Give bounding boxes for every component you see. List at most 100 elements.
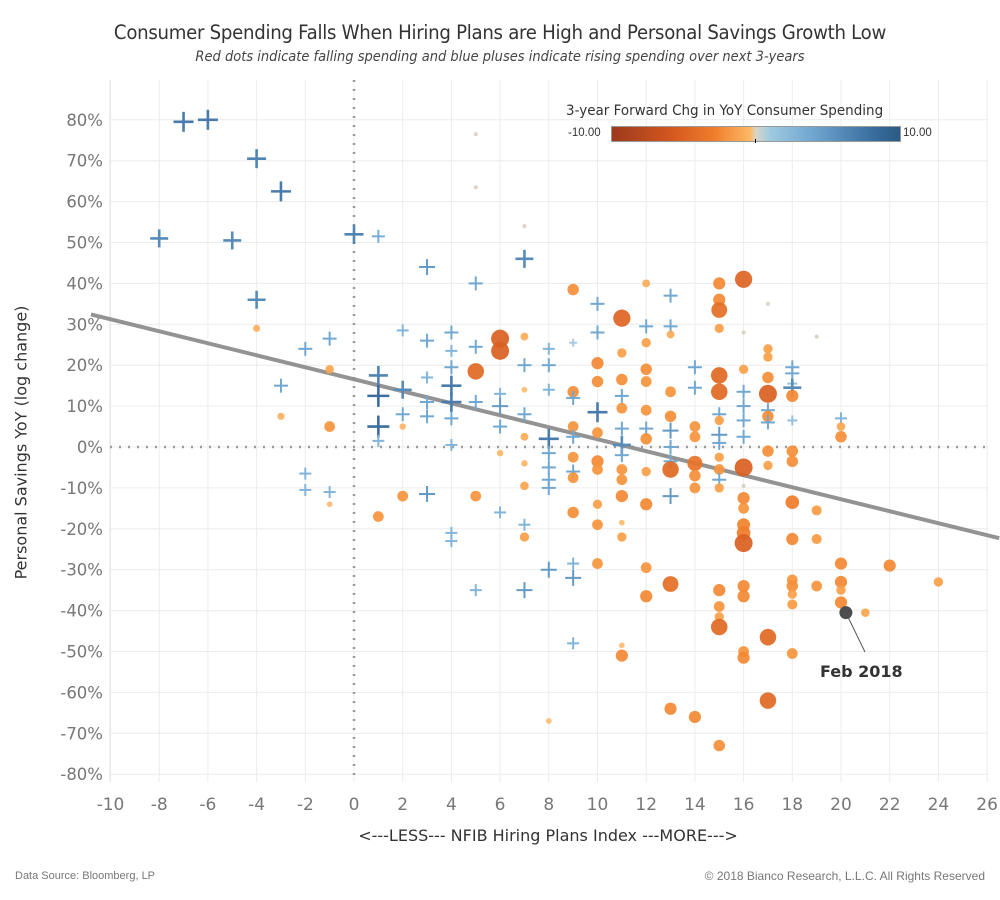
data-point-plus bbox=[516, 582, 533, 599]
data-point-plus bbox=[419, 259, 436, 276]
data-point-dot bbox=[545, 718, 552, 724]
data-point-dot bbox=[325, 364, 334, 374]
data-point-dot bbox=[738, 364, 749, 374]
data-point-dot bbox=[787, 589, 797, 599]
data-point-plus bbox=[736, 399, 751, 414]
data-point-dot bbox=[714, 452, 724, 462]
data-point-dot bbox=[496, 449, 504, 457]
data-point-dot bbox=[737, 651, 750, 664]
data-point-dot bbox=[618, 642, 625, 649]
data-point-dot bbox=[787, 599, 798, 610]
data-point-plus bbox=[344, 224, 364, 244]
data-point-plus bbox=[566, 429, 581, 444]
data-point-dot bbox=[689, 469, 701, 482]
data-point-dot bbox=[618, 519, 625, 526]
data-point-dot bbox=[326, 501, 333, 508]
x-tick-label: 24 bbox=[928, 795, 950, 815]
highlight-group bbox=[839, 606, 866, 653]
y-tick-label: 70% bbox=[66, 152, 103, 171]
data-point-plus bbox=[493, 419, 508, 434]
data-point-dot bbox=[759, 628, 777, 646]
data-point-dot bbox=[397, 490, 409, 502]
data-point-dot bbox=[933, 577, 944, 587]
data-point-plus bbox=[590, 325, 605, 340]
data-point-plus bbox=[367, 415, 390, 438]
data-point-dot bbox=[836, 585, 846, 595]
data-point-dot bbox=[662, 576, 679, 592]
data-point-plus bbox=[371, 229, 385, 243]
data-point-dot bbox=[738, 502, 749, 514]
data-point-plus bbox=[492, 398, 509, 415]
data-point-dot bbox=[666, 330, 675, 339]
annotation-leader-line bbox=[845, 612, 866, 653]
data-point-plus bbox=[421, 371, 434, 384]
data-point-dot bbox=[664, 410, 677, 423]
data-point-plus bbox=[396, 324, 409, 337]
data-point-dot bbox=[640, 590, 653, 603]
data-point-dot bbox=[737, 579, 750, 593]
data-point-dot bbox=[689, 482, 701, 494]
data-point-dot bbox=[592, 427, 603, 439]
data-point-plus bbox=[736, 413, 751, 428]
data-point-plus bbox=[567, 637, 580, 650]
x-tick-label: 16 bbox=[733, 795, 755, 815]
data-point-plus bbox=[614, 448, 629, 463]
data-point-plus bbox=[538, 428, 559, 449]
data-point-plus bbox=[663, 288, 678, 303]
data-point-dot bbox=[662, 461, 679, 478]
y-tick-label: 0% bbox=[77, 438, 103, 457]
data-point-plus bbox=[247, 290, 266, 309]
data-point-dot bbox=[520, 481, 529, 491]
x-tick-label: -8 bbox=[151, 795, 168, 815]
data-point-plus bbox=[322, 331, 337, 346]
data-point-plus bbox=[468, 339, 483, 354]
data-point-dot bbox=[763, 460, 773, 471]
data-point-dot bbox=[567, 506, 579, 519]
data-point-dot bbox=[713, 739, 725, 752]
data-point-dot bbox=[640, 433, 652, 445]
data-point-plus bbox=[445, 344, 458, 357]
y-tick-label: -80% bbox=[60, 765, 103, 784]
data-point-dot bbox=[491, 341, 510, 360]
data-point-plus bbox=[712, 435, 727, 450]
data-point-dot bbox=[786, 389, 799, 402]
data-point-plus bbox=[395, 407, 410, 422]
data-point-dot bbox=[592, 519, 603, 531]
x-tick-label: 10 bbox=[587, 795, 609, 815]
y-tick-label: 20% bbox=[66, 356, 103, 375]
x-tick-label: -6 bbox=[199, 795, 216, 815]
data-point-plus bbox=[150, 229, 169, 248]
data-point-plus bbox=[515, 249, 534, 268]
x-tick-label: -4 bbox=[248, 795, 265, 815]
data-point-plus bbox=[468, 276, 483, 291]
reference-lines bbox=[110, 80, 988, 782]
data-point-dot bbox=[737, 590, 750, 603]
data-point-plus bbox=[639, 319, 654, 334]
data-point-plus bbox=[368, 365, 388, 385]
data-point-dot bbox=[786, 455, 799, 468]
x-tick-label: 4 bbox=[446, 795, 457, 815]
data-point-dot bbox=[741, 483, 746, 488]
data-point-dot bbox=[737, 492, 750, 505]
data-point-dot bbox=[883, 559, 896, 572]
data-point-dot bbox=[713, 277, 726, 290]
data-point-dot bbox=[324, 421, 336, 432]
data-point-plus bbox=[569, 338, 578, 347]
data-point-dot bbox=[734, 534, 753, 553]
color-legend-min: -10.00 bbox=[568, 127, 601, 139]
data-point-plus bbox=[567, 557, 580, 570]
data-point-dot bbox=[520, 332, 529, 341]
data-point-dot bbox=[591, 357, 604, 370]
data-point-plus bbox=[223, 231, 242, 250]
data-point-plus bbox=[469, 584, 482, 597]
data-point-dot bbox=[592, 499, 603, 509]
x-tick-label: 12 bbox=[635, 795, 657, 815]
data-point-dot bbox=[786, 445, 799, 457]
data-point-plus bbox=[518, 518, 531, 531]
data-point-dot bbox=[836, 422, 846, 431]
data-point-dot bbox=[785, 495, 800, 510]
y-tick-label: 80% bbox=[66, 111, 103, 130]
x-tick-label: 20 bbox=[830, 795, 852, 815]
data-point-dot bbox=[665, 386, 676, 398]
data-point-dot bbox=[567, 283, 579, 296]
